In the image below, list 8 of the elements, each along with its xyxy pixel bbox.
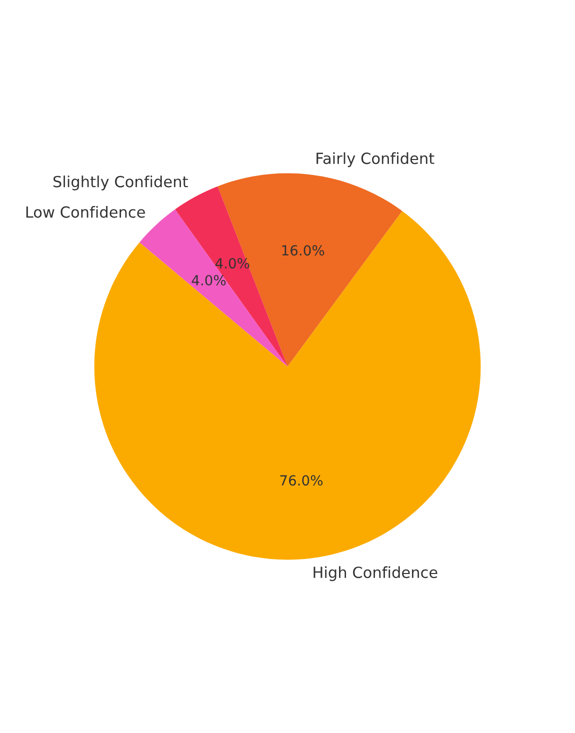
data-label: 4.0% (215, 258, 250, 269)
slice-label: Low Confidence (26, 206, 145, 218)
slice-label: High Confidence (314, 566, 438, 582)
slice-label: Fairly Confident (316, 152, 434, 168)
data-label: 4.0% (192, 274, 226, 286)
data-label: 16.0% (282, 245, 324, 256)
data-label: 76.0% (280, 475, 323, 486)
slice-label: Slightly Confident (53, 176, 188, 190)
